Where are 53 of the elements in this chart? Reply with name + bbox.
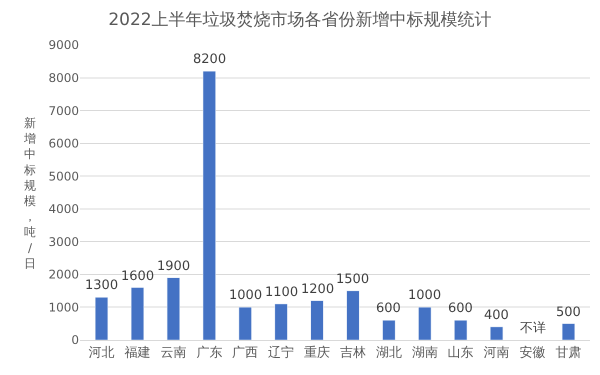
data-label: 600 <box>448 301 473 316</box>
bar <box>490 326 504 340</box>
x-tick-label: 辽宁 <box>268 344 294 361</box>
data-label: 1200 <box>301 282 334 297</box>
x-tick-label: 福建 <box>124 346 150 361</box>
data-label: 1900 <box>157 259 190 274</box>
bar <box>274 304 288 340</box>
data-label: 1600 <box>121 269 154 284</box>
bar <box>166 277 180 340</box>
y-tick-label: 6000 <box>48 136 79 151</box>
data-label: 1000 <box>408 288 442 303</box>
data-label: 8200 <box>193 52 226 67</box>
bar <box>310 300 324 340</box>
bar <box>130 287 144 340</box>
x-tick-label: 广西 <box>232 346 258 361</box>
x-tick-label: 山东 <box>448 346 474 361</box>
x-tick-label: 广东 <box>196 346 222 361</box>
data-label: 400 <box>484 308 509 323</box>
data-label: 600 <box>376 301 401 316</box>
bar <box>346 290 360 340</box>
y-tick-label: 4000 <box>48 202 79 216</box>
x-tick-label: 重庆 <box>304 346 330 361</box>
y-tick-label: 9000 <box>48 38 79 52</box>
y-tick-label: 3000 <box>48 234 79 249</box>
y-tick-label: 0 <box>71 333 79 348</box>
x-tick-label: 湖北 <box>376 346 402 361</box>
x-tick-label: 吉林 <box>340 346 366 361</box>
x-tick-label: 甘肃 <box>555 346 582 361</box>
y-tick-label: 7000 <box>48 104 79 118</box>
chart-title: 2022上半年垃圾焚烧市场各省份新增中标规模统计 <box>108 10 492 30</box>
data-label: 1500 <box>336 272 370 287</box>
text: 新增中标规模，吨/日 <box>24 116 36 270</box>
bar <box>95 297 108 340</box>
bar <box>418 306 432 340</box>
y-tick-label: 2000 <box>48 268 79 282</box>
y-tick-label: 8000 <box>48 70 79 85</box>
bar <box>454 320 468 340</box>
bar <box>562 323 575 340</box>
y-tick-label: 1000 <box>48 300 79 314</box>
x-tick-label: 云南 <box>160 346 186 361</box>
bar <box>382 320 396 340</box>
bar <box>238 306 252 340</box>
data-label: 1100 <box>265 285 298 300</box>
x-tick-label: 安徽 <box>520 344 546 361</box>
data-label: 1300 <box>85 278 118 293</box>
bar <box>202 70 216 340</box>
text: 不详 <box>520 321 546 336</box>
data-label: 1000 <box>229 288 262 303</box>
x-tick-label: 河南 <box>484 346 510 361</box>
data-label: 500 <box>556 305 581 320</box>
x-tick-label: 湖南 <box>412 346 438 361</box>
x-tick-label: 河北 <box>88 346 115 361</box>
y-tick-label: 5000 <box>48 169 79 184</box>
